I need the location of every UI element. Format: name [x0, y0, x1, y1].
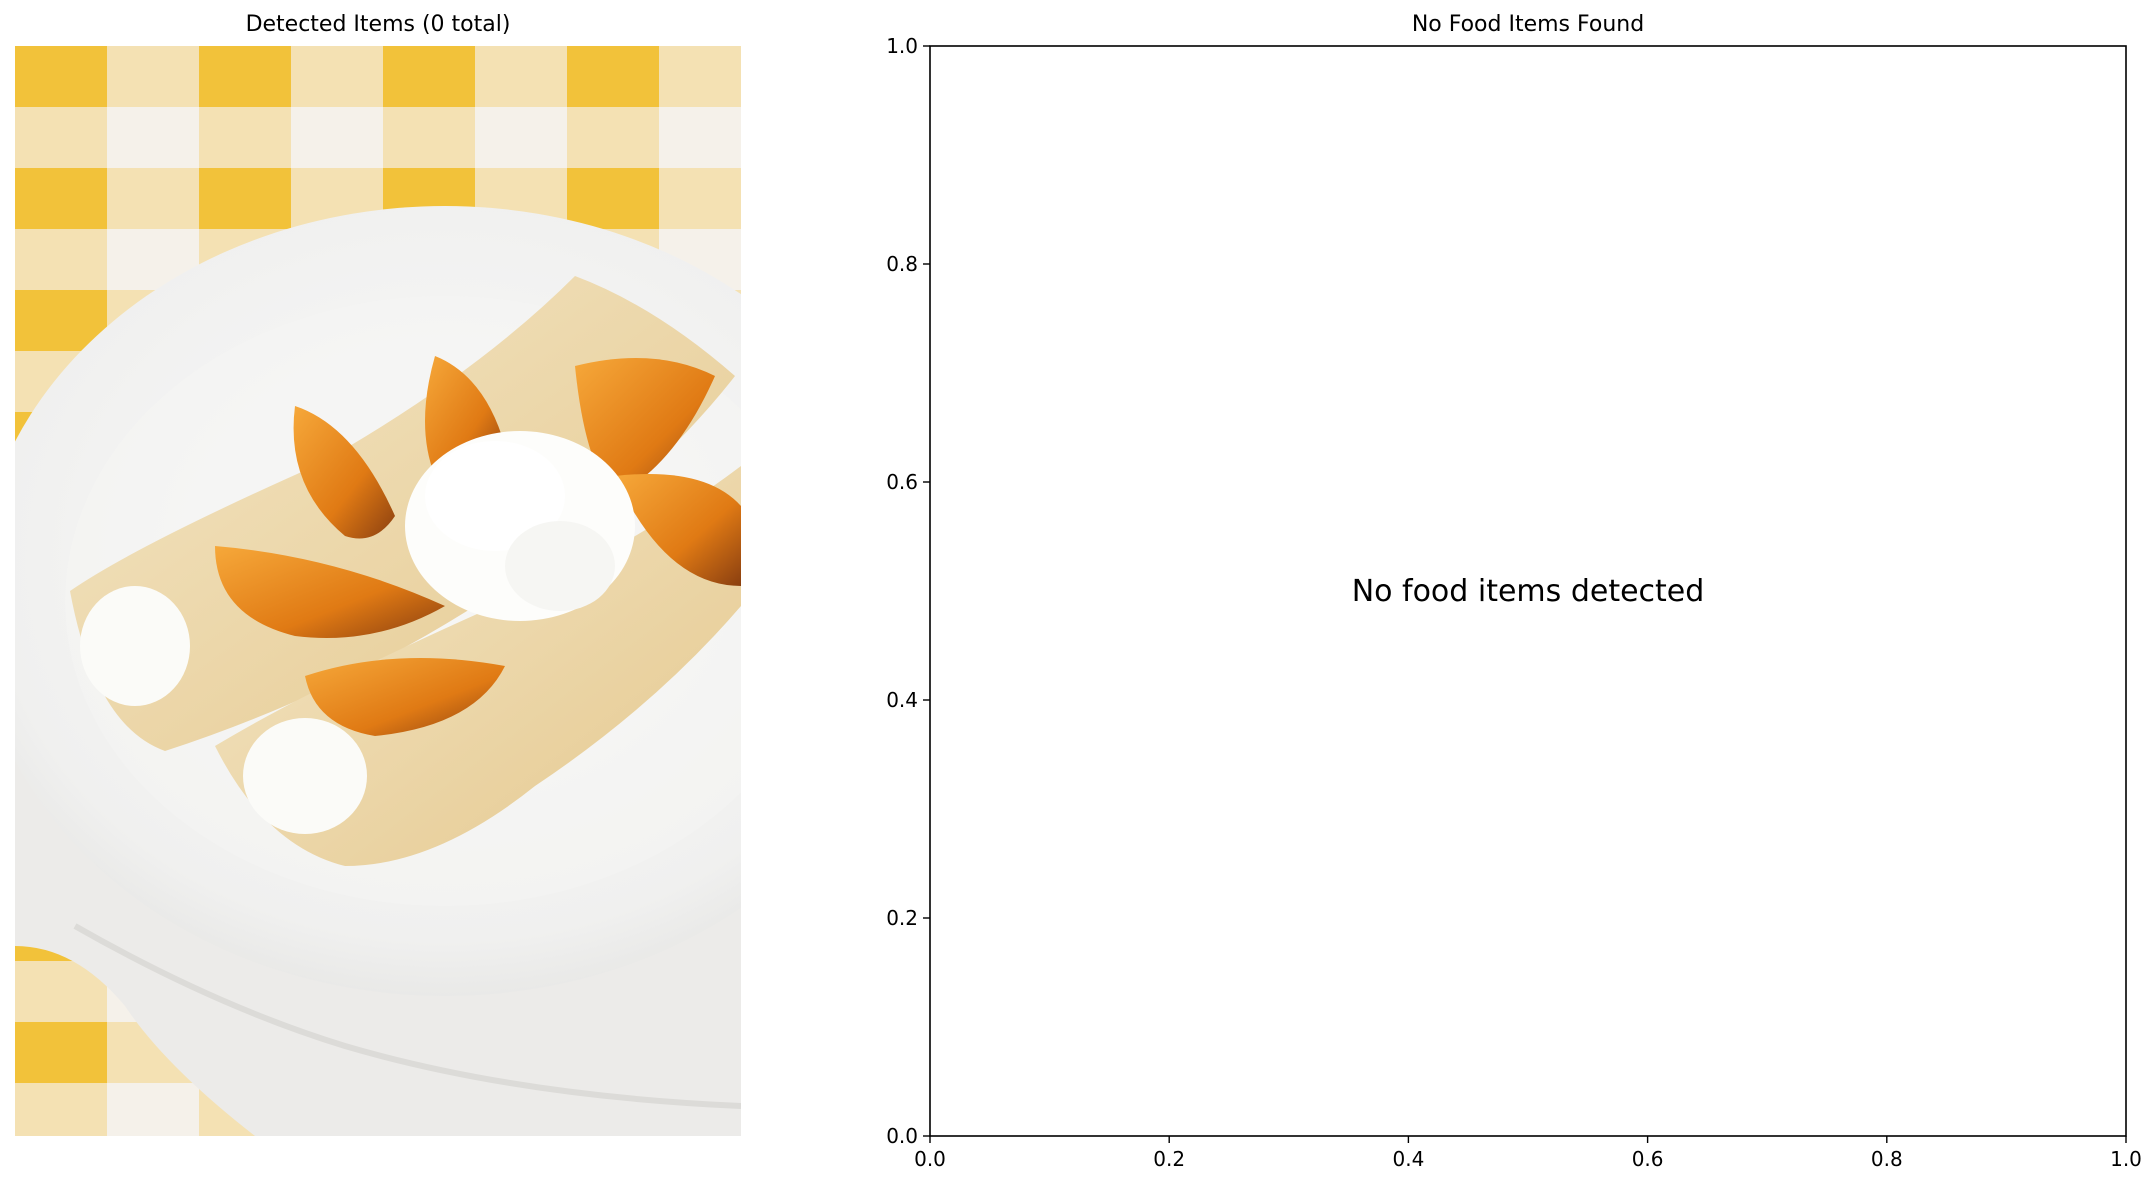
no-items-message: No food items detected	[1352, 574, 1705, 609]
y-tick-label: 0.8	[886, 252, 918, 276]
x-tick-label: 0.0	[914, 1147, 946, 1171]
x-tick-label: 0.4	[1392, 1147, 1424, 1171]
x-tick-label: 0.8	[1871, 1147, 1903, 1171]
left-panel-title: Detected Items (0 total)	[245, 12, 511, 37]
y-tick-label: 0.2	[886, 906, 918, 930]
x-tick-label: 0.6	[1632, 1147, 1664, 1171]
x-tick-label: 0.2	[1153, 1147, 1185, 1171]
y-tick-label: 1.0	[886, 34, 918, 58]
food-photo	[15, 46, 741, 1136]
y-tick-label: 0.4	[886, 688, 918, 712]
y-tick-label: 0.0	[886, 1124, 918, 1148]
x-tick-label: 1.0	[2110, 1147, 2142, 1171]
chart-title: No Food Items Found	[1411, 12, 1645, 37]
axes-frame	[929, 45, 2127, 1137]
y-tick-label: 0.6	[886, 470, 918, 494]
plot-axes: 0.0 0.2 0.4 0.6 0.8 1.0 0.0 0.2 0.4 0.6 0.8 1.0 No f…	[886, 34, 2142, 1171]
